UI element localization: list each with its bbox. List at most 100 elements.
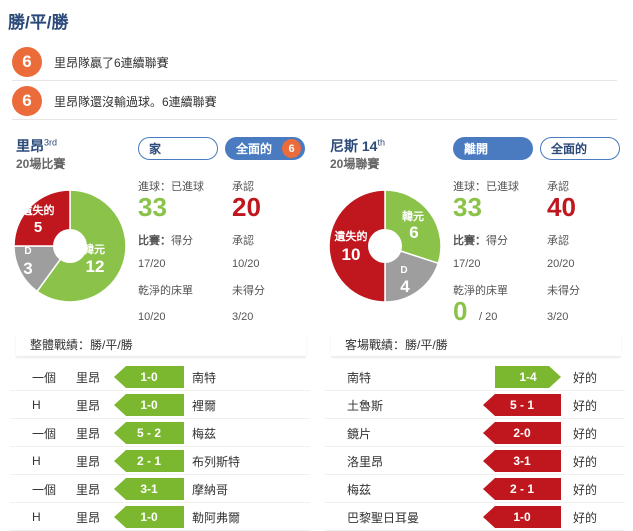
home-filter-button[interactable]: 家 [138,137,218,160]
match-conceded-label: 承認 [547,235,569,247]
match-scored-value: 17/20 [453,258,481,270]
page-title: 勝/平/勝 [8,13,69,32]
matches-played: 20場聯賽 [330,157,380,171]
loss-count: 10 [342,245,361,264]
draw-label: D [400,265,407,276]
match-row[interactable]: 鏡片 2-0 好的 [325,420,625,447]
result: 好的 [573,426,598,441]
home-team-panel: 里昂3rd 20場比賽 家 全面的 6 遺失的 5 D 3 韓元 12 進球：已… [10,130,310,531]
goals-against-label: 承認 [232,181,254,193]
team: 里昂 [76,398,101,413]
score-tag: 5 - 2 [114,422,184,444]
team: 洛里昂 [347,454,384,469]
goals-against-label: 承認 [547,181,569,193]
team-rank: th [377,137,385,148]
draw-count: 3 [23,259,32,278]
goals-against-value: 20 [232,192,261,222]
opponent: 南特 [192,370,217,385]
team: 土魯斯 [347,398,384,413]
score-tag: 1-0 [114,366,184,388]
loss-label: 遺失的 [334,229,368,243]
match-row[interactable]: H 里昂 2 - 1 布列斯特 [10,448,310,475]
match-row[interactable]: 巴黎聖日耳曼 1-0 好的 [325,504,625,531]
overall-filter-button[interactable]: 全面的 [540,137,620,160]
record-title: 整體戰績：勝/平/勝 [16,333,306,357]
team: 鏡片 [347,426,372,441]
match-row[interactable]: 一個 里昂 1-0 南特 [10,364,310,391]
match-row[interactable]: 一個 里昂 3-1 摩納哥 [10,476,310,503]
clean-sheet-total: / 20 [479,311,498,323]
team: 里昂 [76,482,101,497]
clean-sheet-value: 0 [453,296,468,326]
streak-row: 6 里昂隊還沒輸過球。6連續聯賽 [12,83,617,120]
match-scored-value: 17/20 [138,258,166,270]
draw-slice [384,244,440,303]
opponent: 梅茲 [192,426,217,441]
matches-played: 20場比賽 [16,157,66,171]
goals-for-label: 進球：已進球 [138,181,204,193]
score-tag: 3-1 [114,478,184,500]
streak-count-badge: 6 [12,47,42,77]
overall-filter-button[interactable]: 全面的 6 [225,137,305,160]
match-row[interactable]: 南特 1-4 好的 [325,364,625,391]
venue-type: 一個 [32,370,57,385]
goals-against-value: 40 [547,192,576,222]
no-goal-value: 3/20 [232,311,254,323]
match-row[interactable]: 土魯斯 5 - 1 好的 [325,392,625,419]
opponent: 布列斯特 [192,454,241,469]
score-tag: 1-0 [114,506,184,528]
draw-count: 4 [400,277,410,296]
record-title: 客場戰績：勝/平/勝 [331,333,621,357]
score-tag: 2 - 1 [114,450,184,472]
match-scored-label: 比賽：得分 [138,235,193,247]
win-label: 韓元 [402,209,424,223]
team: 梅茲 [347,482,372,497]
result: 好的 [573,454,598,469]
opponent: 勒阿弗爾 [192,510,241,525]
match-scored-label: 比賽：得分 [453,235,508,247]
draw-label: D [24,246,31,257]
match-row[interactable]: 一個 里昂 5 - 2 梅茲 [10,420,310,447]
win-label: 韓元 [83,242,105,256]
no-goal-label: 未得分 [232,285,265,297]
loss-count: 5 [34,219,42,236]
clean-sheet-label: 乾淨的床單 [453,285,508,297]
no-goal-value: 3/20 [547,311,569,323]
draw-slice [13,245,72,293]
venue-type: H [32,454,41,468]
results-donut-chart: 韓元 6 遺失的 10 D 4 [328,189,442,303]
loss-slice [328,189,386,303]
team: 南特 [347,370,372,385]
goals-for-value: 33 [453,192,482,222]
team: 里昂 [76,370,101,385]
match-conceded-value: 20/20 [547,258,575,270]
match-row[interactable]: 梅茲 2 - 1 好的 [325,476,625,503]
venue-type: 一個 [32,482,57,497]
score-tag: 1-4 [495,366,561,388]
opponent: 摩納哥 [192,482,229,497]
venue-type: H [32,510,41,524]
venue-type: H [32,398,41,412]
match-conceded-label: 承認 [232,235,254,247]
goals-for-label: 進球：已進球 [453,181,519,193]
no-goal-label: 未得分 [547,285,580,297]
streak-row: 6 里昂隊贏了6連續聯賽 [12,44,617,81]
streak-count-badge: 6 [12,86,42,116]
team: 里昂 [76,426,101,441]
match-row[interactable]: H 里昂 1-0 勒阿弗爾 [10,504,310,531]
match-row[interactable]: 洛里昂 3-1 好的 [325,448,625,475]
score-tag: 5 - 1 [483,394,561,416]
win-count: 12 [86,257,105,276]
team-rank: 3rd [44,137,58,148]
away-filter-button[interactable]: 離開 [453,137,533,160]
win-count: 6 [409,223,418,242]
clean-sheet-value: 10/20 [138,311,166,323]
opponent: 裡爾 [192,398,217,413]
result: 好的 [573,510,598,525]
team: 巴黎聖日耳曼 [347,510,420,525]
result: 好的 [573,398,598,413]
overall-badge: 6 [282,139,301,158]
team-name: 尼斯 14th [330,137,385,154]
match-conceded-value: 10/20 [232,258,260,270]
match-row[interactable]: H 里昂 1-0 裡爾 [10,392,310,419]
